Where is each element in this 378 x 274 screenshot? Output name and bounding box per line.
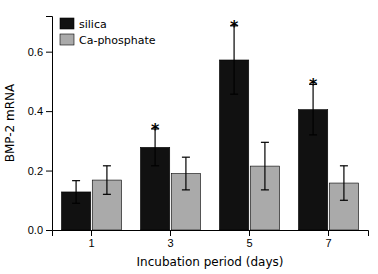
- error-cap: [103, 165, 111, 166]
- error-cap: [261, 189, 269, 190]
- marks: [61, 26, 358, 230]
- chart: 0.0 0.2 0.4 0.6 1 3 5 7 * * * silica Ca-phosphate Inc…: [0, 0, 378, 274]
- legend-item: Ca-phosphate: [60, 34, 156, 47]
- annotation: *: [309, 75, 318, 94]
- x-tick: 3: [167, 230, 173, 249]
- x-tick: 7: [325, 230, 331, 249]
- x-tick-mark: [328, 230, 329, 236]
- x-tick-mark: [249, 230, 250, 236]
- error-cap: [309, 134, 317, 135]
- y-tick-mark: [46, 52, 52, 53]
- error-bar: [182, 157, 190, 190]
- error-bar: [72, 181, 80, 204]
- x-axis: 1 3 5 7: [53, 230, 369, 249]
- y-tick: 0.4: [28, 105, 52, 117]
- x-tick-label: 7: [325, 237, 331, 249]
- error-line: [264, 142, 265, 190]
- error-bar: [103, 166, 111, 195]
- error-line: [233, 26, 234, 94]
- error-cap: [72, 180, 80, 181]
- error-bar: [230, 26, 238, 94]
- x-axis-title: Incubation period (days): [137, 255, 284, 269]
- x-tick-label: 3: [167, 237, 173, 249]
- annotation: *: [230, 17, 239, 36]
- x-tick: 5: [246, 230, 252, 249]
- legend-label: silica: [79, 18, 107, 31]
- y-tick-label: 0.2: [28, 165, 43, 177]
- y-tick: 0.6: [28, 46, 52, 58]
- error-cap: [182, 157, 190, 158]
- series: [92, 142, 358, 230]
- x-tick: 1: [88, 230, 94, 249]
- y-axis-title: BMP-2 mRNA: [3, 83, 17, 162]
- y-tick-label: 0.4: [28, 105, 43, 117]
- legend-label: Ca-phosphate: [79, 34, 156, 47]
- error-line: [106, 166, 107, 195]
- error-bar: [340, 166, 348, 200]
- y-tick-mark: [46, 230, 52, 231]
- y-tick: 0.2: [28, 165, 52, 177]
- y-axis-line: [46, 17, 53, 231]
- error-line: [343, 166, 344, 200]
- x-tick-label: 5: [246, 237, 252, 249]
- error-cap: [182, 189, 190, 190]
- x-tick-label: 1: [88, 237, 94, 249]
- y-tick-label: 0.6: [28, 46, 43, 58]
- x-tick-mark: [170, 230, 171, 236]
- error-line: [185, 157, 186, 190]
- error-bar: [261, 142, 269, 190]
- y-tick-mark: [46, 111, 52, 112]
- annotations: * * *: [151, 17, 318, 139]
- x-axis-line: [53, 231, 369, 237]
- error-cap: [151, 165, 159, 166]
- error-cap: [230, 94, 238, 95]
- error-cap: [340, 200, 348, 201]
- error-cap: [72, 203, 80, 204]
- x-tick-mark: [91, 230, 92, 236]
- legend-swatch: [60, 18, 74, 29]
- plot: 0.0 0.2 0.4 0.6 1 3 5 7 * * * silica Ca-phosphate: [28, 17, 369, 249]
- error-cap: [340, 165, 348, 166]
- y-axis: 0.0 0.2 0.4 0.6: [28, 17, 53, 237]
- error-cap: [261, 142, 269, 143]
- y-tick: 0.0: [28, 224, 52, 236]
- series: [61, 26, 327, 230]
- annotation: *: [151, 120, 160, 139]
- legend: silica Ca-phosphate: [60, 18, 156, 47]
- error-cap: [103, 194, 111, 195]
- legend-item: silica: [60, 18, 107, 31]
- y-tick-mark: [46, 171, 52, 172]
- legend-swatch: [60, 34, 74, 45]
- y-tick-label: 0.0: [28, 224, 43, 236]
- error-line: [75, 181, 76, 204]
